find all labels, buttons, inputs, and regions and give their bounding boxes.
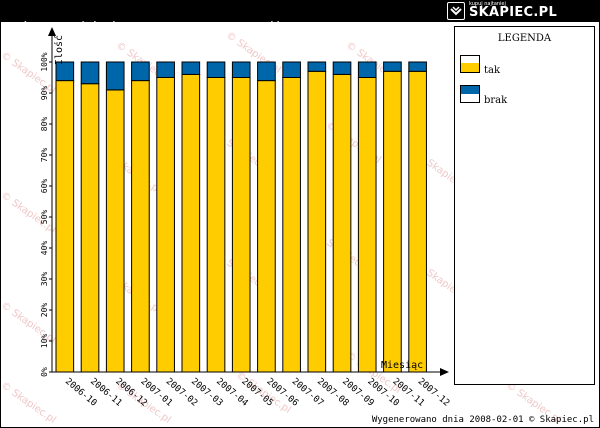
bar-segment-brak	[383, 61, 402, 72]
bar-segment-tak	[231, 77, 251, 373]
legend-title: LEGENDA	[497, 33, 552, 44]
y-tick-label: 40%	[40, 241, 49, 256]
bar-segment-tak	[105, 89, 125, 373]
y-tick-label: 80%	[40, 117, 49, 132]
bar-segment-brak	[408, 61, 427, 72]
bar-segment-tak	[55, 80, 75, 373]
chart-title: Udział wartości filtru Bluetooth w kateg…	[3, 0, 344, 88]
bar-segment-tak	[80, 83, 100, 373]
bar-segment-brak	[181, 61, 201, 75]
y-tick-label: 10%	[40, 334, 49, 349]
bar-segment-brak	[80, 61, 100, 85]
bar-segment-brak	[357, 61, 377, 78]
legend-item-tak: tak	[460, 55, 590, 76]
stacked-bar-chart: 0%10%20%30%40%50%60%70%80%90%100%2006-10…	[40, 27, 451, 409]
y-tick-label: 90%	[40, 86, 49, 101]
legend-label-tak: tak	[484, 65, 501, 76]
x-axis-arrow	[440, 368, 449, 376]
legend-label-brak: brak	[484, 95, 508, 106]
chart-bars	[55, 61, 427, 373]
legend: LEGENDA tak brak	[454, 26, 595, 385]
legend-swatch-tak	[460, 55, 480, 73]
bar-segment-tak	[307, 70, 327, 373]
bar-segment-tak	[206, 77, 226, 373]
bar-segment-tak	[357, 77, 377, 373]
x-axis-label: Miesiąc	[381, 360, 423, 371]
y-axis-arrow	[48, 27, 56, 36]
chart-title-line-1: Udział wartości filtru Bluetooth w kateg…	[3, 21, 345, 33]
footer-credit: Wygenerowano dnia 2008-02-01 © Skapiec.p…	[371, 415, 594, 425]
bar-segment-brak	[257, 61, 276, 82]
bar-segment-tak	[131, 80, 150, 373]
y-axis-label: Ilość	[53, 35, 65, 65]
chart-title-line-2: między 2006-10-01 a 2007-12-31	[3, 54, 193, 66]
bar-segment-tak	[181, 73, 201, 373]
logo-tagline: kupuj najtaniej	[469, 1, 506, 7]
legend-item-brak: brak	[460, 85, 590, 106]
bar-segment-tak	[156, 77, 175, 373]
legend-swatch-brak	[460, 85, 480, 103]
bar-segment-brak	[332, 61, 352, 75]
bar-segment-tak	[257, 80, 276, 373]
bar-segment-brak	[156, 61, 175, 78]
bar-segment-tak	[383, 70, 402, 373]
basket-icon	[447, 2, 465, 20]
y-tick-label: 60%	[40, 179, 49, 194]
y-tick-label: 0%	[40, 367, 49, 377]
bar-segment-tak	[408, 70, 427, 373]
bar-segment-brak	[282, 61, 301, 78]
bar-segment-brak	[231, 61, 251, 78]
bar-segment-brak	[55, 61, 75, 82]
bar-segment-brak	[131, 61, 150, 82]
bar-segment-tak	[332, 73, 352, 373]
y-tick-label: 30%	[40, 272, 49, 287]
logo-wordmark: SKAPIEC.PL	[469, 5, 558, 20]
bar-segment-brak	[307, 61, 327, 72]
y-tick-label: 20%	[40, 303, 49, 318]
title-bar: Udział wartości filtru Bluetooth w kateg…	[0, 0, 600, 66]
y-tick-label: 50%	[40, 210, 49, 225]
y-tick-label: 70%	[40, 148, 49, 163]
bar-segment-brak	[206, 61, 226, 78]
skapiec-logo[interactable]: kupuj najtaniej SKAPIEC.PL	[447, 1, 595, 20]
bar-segment-tak	[282, 77, 301, 373]
bar-segment-brak	[105, 61, 125, 91]
y-tick-label: 100%	[40, 52, 49, 71]
